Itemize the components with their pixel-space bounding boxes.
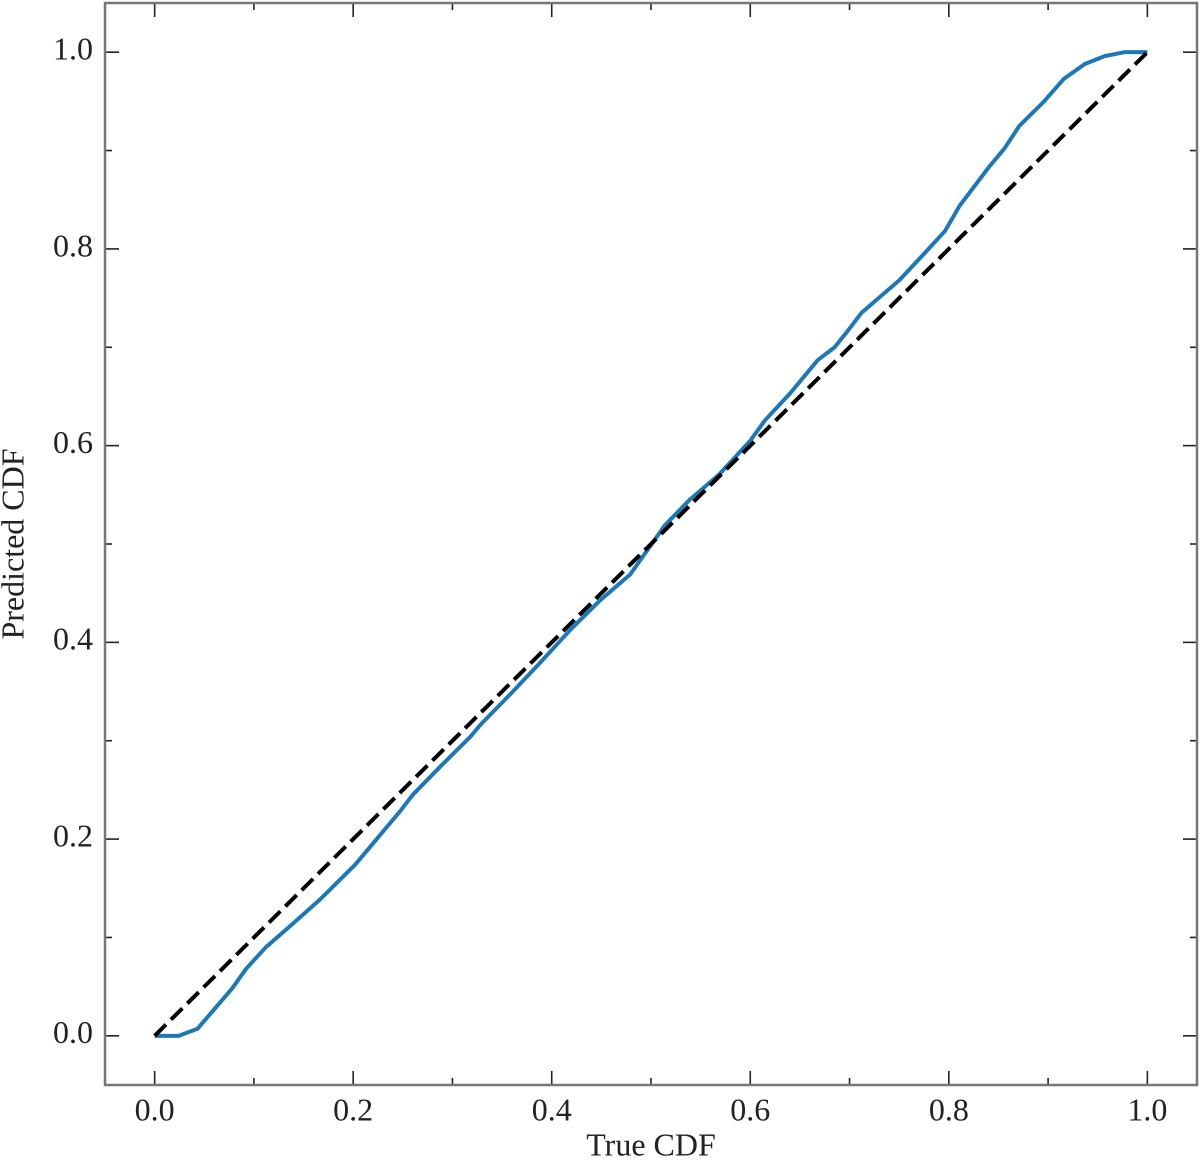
x-tick-label: 0.2 (333, 1091, 373, 1127)
plot-frame (103, 1, 1199, 1087)
y-tick-label: 0.2 (53, 817, 93, 853)
x-tick-label: 0.8 (929, 1091, 969, 1127)
x-tick-label: 1.0 (1127, 1091, 1167, 1127)
y-tick-label: 0.6 (53, 424, 93, 460)
y-tick-label: 0.4 (53, 621, 93, 657)
y-tick-label: 0.0 (53, 1014, 93, 1050)
x-tick-label: 0.4 (532, 1091, 572, 1127)
y-axis-label: Predicted CDF (0, 448, 30, 639)
y-tick-label: 0.8 (53, 227, 93, 263)
series-line (153, 50, 1149, 1038)
x-tick-label: 0.0 (135, 1091, 175, 1127)
x-axis-label: True CDF (586, 1126, 716, 1162)
y-tick-label: 1.0 (53, 31, 93, 67)
series-line (154, 50, 1148, 1038)
x-tick-label: 0.6 (730, 1091, 770, 1127)
